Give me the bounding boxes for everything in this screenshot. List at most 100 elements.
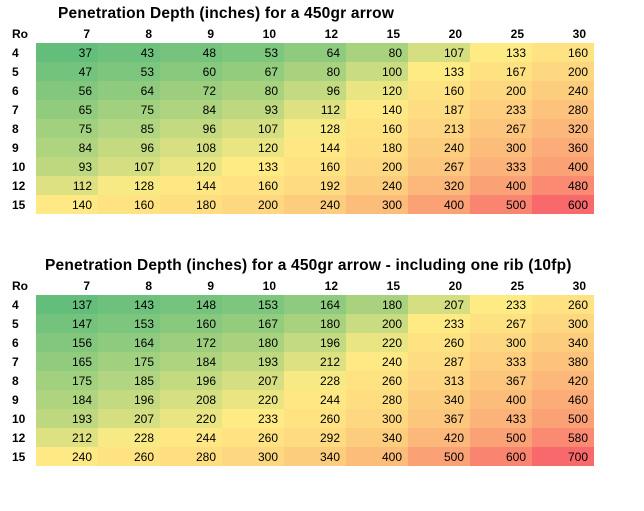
heatmap-cell: 200	[222, 195, 284, 214]
heatmap-cell: 300	[222, 447, 284, 466]
table-row: 9 84 96 108 120 144 180 240 300 360	[8, 138, 594, 157]
heatmap-cell: 313	[408, 371, 470, 390]
heatmap-cell: 164	[284, 295, 346, 314]
heatmap-cell: 260	[98, 447, 160, 466]
heatmap-cell: 213	[408, 119, 470, 138]
heatmap-cell: 147	[36, 314, 98, 333]
heatmap-cell: 107	[98, 157, 160, 176]
row-label: 4	[8, 295, 36, 314]
heatmap-cell: 240	[284, 195, 346, 214]
heatmap-cell: 280	[160, 447, 222, 466]
heatmap-cell: 320	[532, 119, 594, 138]
table-row: 4 137 143 148 153 164 180 207 233 260	[8, 295, 594, 314]
row-axis-label: Ro	[12, 278, 28, 293]
heatmap-cell: 180	[222, 333, 284, 352]
header-row: Ro 7 8 9 10 12 15 20 25 30	[8, 276, 594, 295]
heatmap-table: Ro 7 8 9 10 12 15 20 25 30 4 37 43 48 53 64 80 107 133 160 5…	[8, 24, 594, 214]
heatmap-cell: 233	[222, 409, 284, 428]
heatmap-cell: 143	[98, 295, 160, 314]
table-row: 15 140 160 180 200 240 300 400 500 600	[8, 195, 594, 214]
column-header: 15	[386, 278, 400, 293]
column-header: 12	[324, 278, 338, 293]
row-label: 9	[8, 138, 36, 157]
heatmap-cell: 600	[532, 195, 594, 214]
heatmap-cell: 167	[222, 314, 284, 333]
heatmap-cell: 280	[346, 390, 408, 409]
row-label: 8	[8, 119, 36, 138]
column-header: 20	[448, 26, 462, 41]
heatmap-cell: 184	[160, 352, 222, 371]
heatmap-cell: 300	[346, 195, 408, 214]
heatmap-cell: 500	[470, 428, 532, 447]
heatmap-cell: 156	[36, 333, 98, 352]
heatmap-cell: 160	[222, 176, 284, 195]
heatmap-cell: 160	[98, 195, 160, 214]
heatmap-cell: 164	[98, 333, 160, 352]
heatmap-cell: 240	[36, 447, 98, 466]
heatmap-cell: 64	[98, 81, 160, 100]
heatmap-cell: 96	[98, 138, 160, 157]
table-row: 12 112 128 144 160 192 240 320 400 480	[8, 176, 594, 195]
heatmap-cell: 207	[408, 295, 470, 314]
heatmap-cell: 153	[98, 314, 160, 333]
heatmap-cell: 400	[470, 176, 532, 195]
heatmap-cell: 244	[160, 428, 222, 447]
heatmap-cell: 148	[160, 295, 222, 314]
heatmap-cell: 120	[160, 157, 222, 176]
heatmap-cell: 107	[408, 43, 470, 62]
heatmap-cell: 193	[36, 409, 98, 428]
table-row: 15 240 260 280 300 340 400 500 600 700	[8, 447, 594, 466]
heatmap-cell: 96	[160, 119, 222, 138]
table-row: 12 212 228 244 260 292 340 420 500 580	[8, 428, 594, 447]
heatmap-cell: 120	[346, 81, 408, 100]
heatmap-cell: 228	[98, 428, 160, 447]
row-label: 10	[8, 409, 36, 428]
column-header: 20	[448, 278, 462, 293]
heatmap-cell: 233	[408, 314, 470, 333]
heatmap-cell: 85	[98, 119, 160, 138]
heatmap-cell: 80	[222, 81, 284, 100]
row-label: 6	[8, 333, 36, 352]
heatmap-cell: 133	[408, 62, 470, 81]
heatmap-cell: 175	[36, 371, 98, 390]
heatmap-cell: 233	[470, 295, 532, 314]
row-label: 5	[8, 62, 36, 81]
heatmap-cell: 196	[98, 390, 160, 409]
column-header: 9	[207, 278, 214, 293]
heatmap-cell: 48	[160, 43, 222, 62]
table-row: 6 156 164 172 180 196 220 260 300 340	[8, 333, 594, 352]
heatmap-cell: 292	[284, 428, 346, 447]
heatmap-cell: 500	[470, 195, 532, 214]
heatmap-cell: 240	[532, 81, 594, 100]
table-row: 7 65 75 84 93 112 140 187 233 280	[8, 100, 594, 119]
heatmap-cell: 180	[346, 295, 408, 314]
heatmap-cell: 144	[284, 138, 346, 157]
heatmap-cell: 167	[470, 62, 532, 81]
table-row: 4 37 43 48 53 64 80 107 133 160	[8, 43, 594, 62]
heatmap-cell: 420	[408, 428, 470, 447]
heatmap-cell: 207	[98, 409, 160, 428]
heatmap-cell: 80	[284, 62, 346, 81]
row-label: 8	[8, 371, 36, 390]
column-header: 25	[510, 26, 524, 41]
heatmap-cell: 53	[98, 62, 160, 81]
heatmap-cell: 75	[98, 100, 160, 119]
heatmap-cell: 400	[532, 157, 594, 176]
heatmap-cell: 220	[160, 409, 222, 428]
column-header: 15	[386, 26, 400, 41]
table-row: 6 56 64 72 80 96 120 160 200 240	[8, 81, 594, 100]
heatmap-cell: 37	[36, 43, 98, 62]
column-header: 10	[262, 278, 276, 293]
table-row: 7 165 175 184 193 212 240 287 333 380	[8, 352, 594, 371]
heatmap-cell: 185	[98, 371, 160, 390]
row-label: 4	[8, 43, 36, 62]
heatmap-cell: 93	[36, 157, 98, 176]
heatmap-cell: 260	[532, 295, 594, 314]
heatmap-cell: 120	[222, 138, 284, 157]
row-label: 5	[8, 314, 36, 333]
heatmap-cell: 128	[98, 176, 160, 195]
heatmap-cell: 160	[160, 314, 222, 333]
heatmap-cell: 187	[408, 100, 470, 119]
heatmap-cell: 244	[284, 390, 346, 409]
heatmap-cell: 340	[532, 333, 594, 352]
